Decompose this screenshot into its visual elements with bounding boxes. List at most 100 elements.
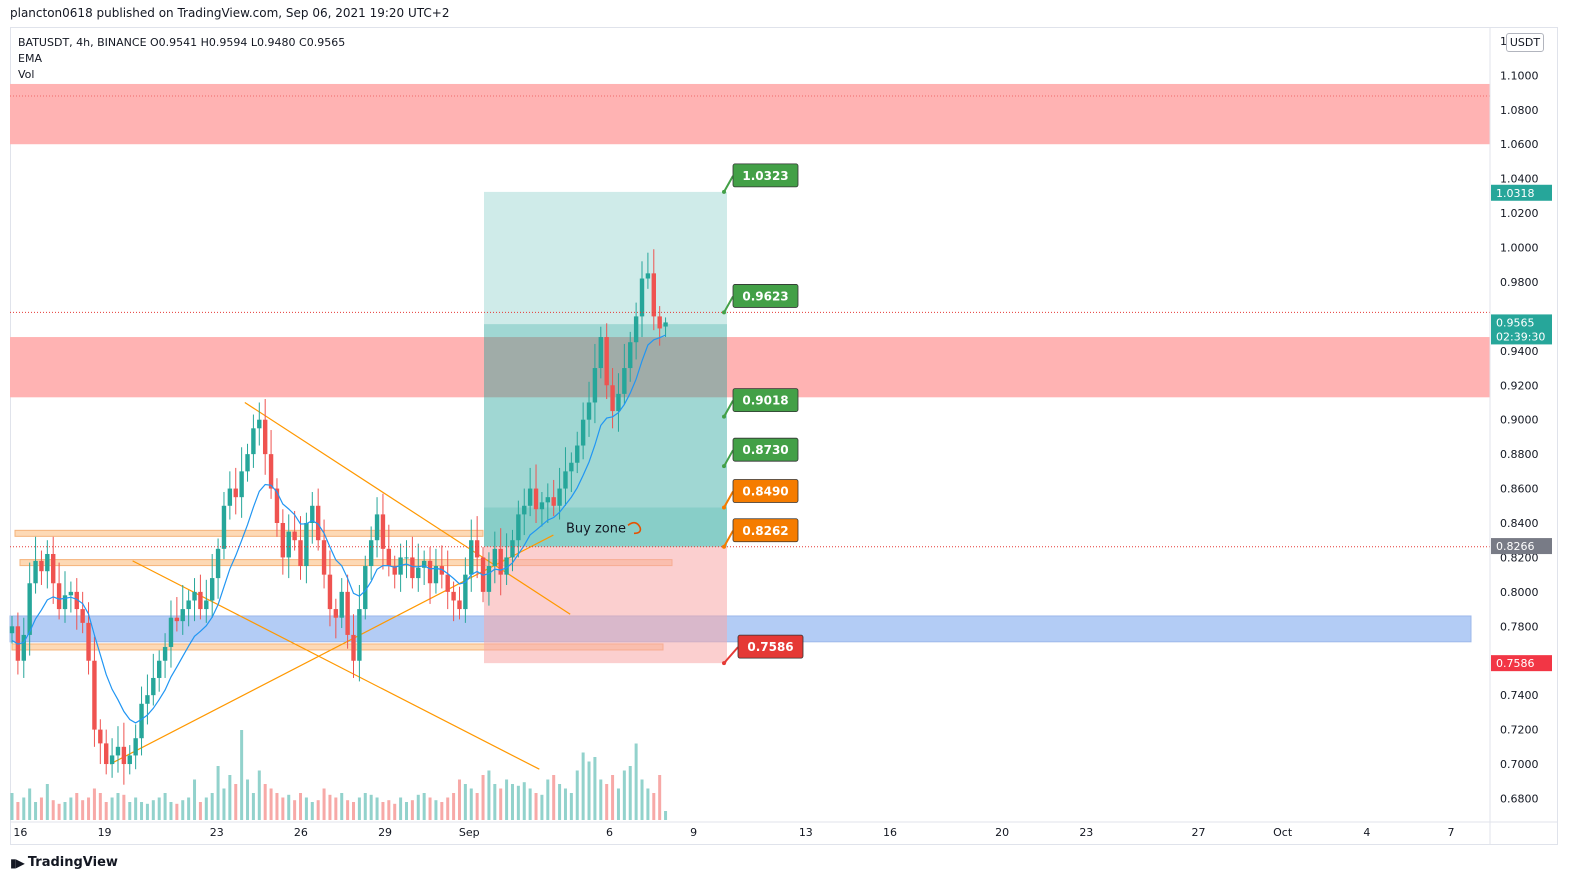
volume-bar [616, 788, 620, 820]
price-badge-0.8266: 0.8266 [1491, 538, 1552, 555]
brand-label: TradingView [27, 855, 118, 870]
x-tick-label: 4 [1363, 826, 1370, 839]
candle-body [62, 595, 68, 610]
volume-bar [404, 802, 408, 820]
volume-bar [169, 802, 173, 820]
volume-bar [134, 797, 138, 820]
target-tag-0.9018: 0.9018 [722, 388, 799, 419]
x-tick-label: 23 [1079, 826, 1093, 839]
candle-body [333, 609, 339, 618]
badge-label: 0.7586 [1496, 657, 1535, 670]
volume-bar [104, 802, 108, 820]
y-tick-label: 0.7200 [1500, 724, 1539, 737]
volume-bar [122, 794, 126, 820]
volume-bar [39, 797, 43, 820]
candle-body [162, 646, 168, 661]
volume-bar [393, 803, 397, 820]
volume-bar [240, 730, 244, 820]
candle-body [351, 634, 356, 661]
currency-selector[interactable]: USDT [1506, 33, 1544, 52]
tag-pointer [723, 491, 734, 508]
candle-body [527, 488, 533, 506]
target-tag-0.8730: 0.8730 [722, 437, 799, 469]
candle-body [27, 583, 32, 635]
tag-pointer [723, 295, 734, 313]
tag-pointer [723, 646, 739, 664]
candle-body [180, 609, 185, 622]
volume-bar [581, 752, 585, 820]
volume-bar [399, 797, 403, 820]
orange-level-0 [14, 529, 484, 537]
candle-body [639, 278, 645, 317]
tradingview-logo[interactable]: ▮▶ TradingView [10, 855, 118, 870]
badge-label: 0.9565 [1496, 316, 1535, 329]
volume-bar [487, 770, 491, 820]
candle-body [321, 540, 327, 575]
candle-body [569, 462, 574, 472]
volume-bar [463, 784, 467, 820]
x-tick-label: 26 [294, 826, 308, 839]
x-tick-label: 7 [1447, 826, 1454, 839]
candle-body [86, 622, 91, 661]
volume-bar [457, 779, 461, 820]
tag-box [737, 634, 804, 659]
x-tick-label: 16 [13, 826, 27, 839]
position-tool-layer [484, 191, 727, 664]
x-tick-label: 9 [690, 826, 697, 839]
candle-body [410, 557, 415, 579]
y-tick-label: 0.7000 [1500, 758, 1539, 771]
volume-bar [293, 800, 297, 820]
volume-bar [116, 793, 120, 820]
volume-bar [128, 802, 132, 820]
candle-body [469, 540, 474, 575]
resistance-zone-0 [10, 83, 1490, 145]
candle-body [463, 574, 468, 610]
candle-body [115, 746, 121, 756]
candle-body [121, 746, 127, 765]
candle-body [151, 677, 156, 696]
volume-bar [499, 788, 503, 820]
candle-body [209, 578, 215, 601]
candle-body [557, 488, 562, 506]
candle-body [663, 322, 668, 327]
volume-legend-label[interactable]: Vol [18, 68, 35, 81]
volume-bar [281, 797, 285, 820]
volume-bar [428, 797, 432, 820]
volume-bar [145, 803, 149, 820]
volume-bar [222, 788, 226, 820]
volume-bar [387, 800, 391, 820]
volume-bar [434, 800, 438, 820]
y-tick-label: 1.0800 [1500, 104, 1539, 117]
candle-body [586, 402, 592, 420]
candle-body [215, 548, 221, 579]
tag-anchor [722, 505, 726, 510]
ema-legend-label[interactable]: EMA [18, 52, 42, 65]
chart-frame[interactable] [10, 27, 1558, 845]
candle-body [616, 393, 621, 412]
candle-body [575, 445, 580, 463]
horizontal-lines-layer [10, 95, 1490, 548]
volume-bar [75, 793, 79, 820]
volume-bar [334, 797, 338, 820]
volume-bar [246, 779, 250, 820]
candle-body [628, 342, 633, 369]
volume-bar [446, 797, 450, 820]
x-tick-label: 19 [98, 826, 112, 839]
volume-bar [563, 788, 567, 820]
chart-legend: BATUSDT, 4h, BINANCE O0.9541 H0.9594 L0.… [18, 35, 345, 83]
y-tick-label: 0.7400 [1500, 689, 1539, 702]
symbol-line[interactable]: BATUSDT, 4h, BINANCE O0.9541 H0.9594 L0.… [18, 36, 346, 49]
x-tick-label: 29 [378, 826, 392, 839]
volume-bar [634, 743, 638, 820]
resistance-zone-1 [10, 337, 1490, 398]
candle-body [9, 626, 15, 634]
volume-bar [234, 784, 238, 820]
volume-bar [369, 794, 373, 820]
candle-body [504, 557, 509, 575]
tag-anchor [722, 544, 726, 549]
tag-label: 0.8262 [742, 524, 788, 538]
volume-bar [640, 779, 644, 820]
candle-body [127, 755, 132, 765]
volume-bar [157, 797, 161, 820]
